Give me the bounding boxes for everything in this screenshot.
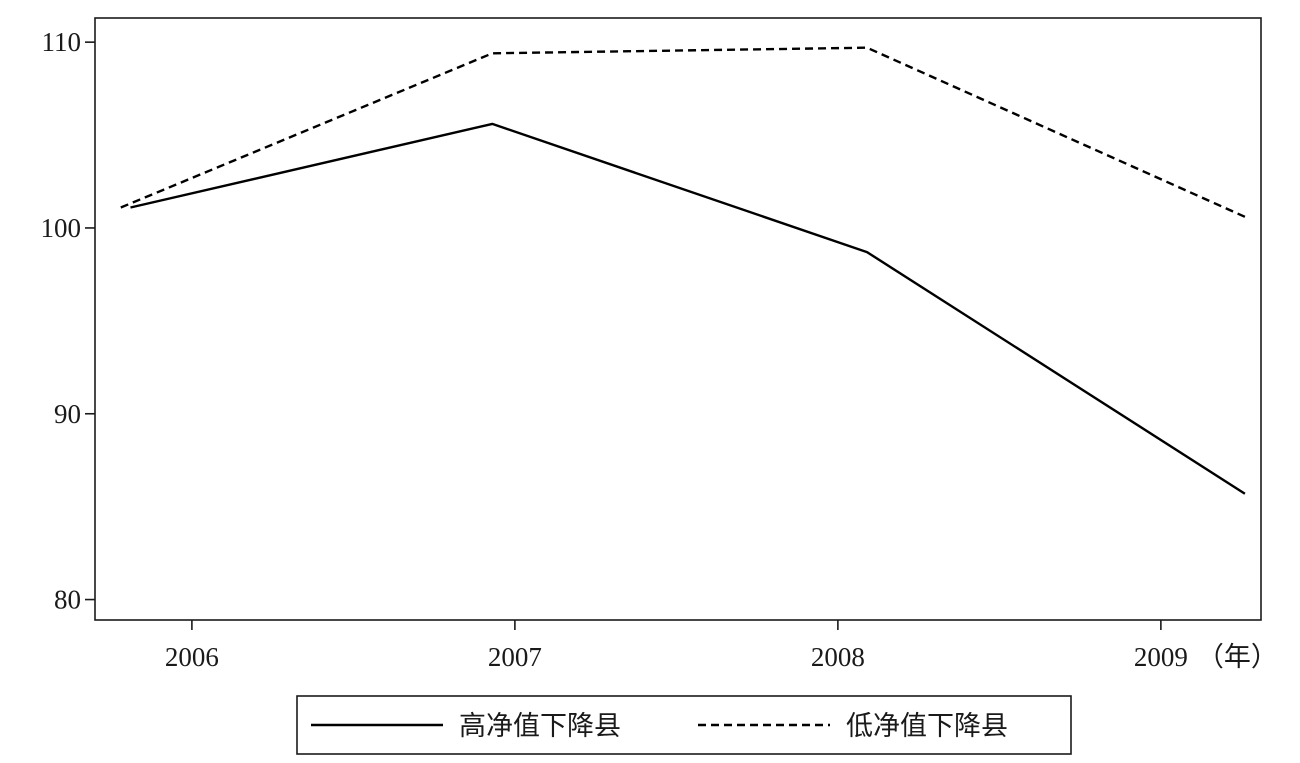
y-tick-label-110: 110 <box>42 27 82 57</box>
legend-label-series-2: 低净值下降县 <box>846 711 1008 742</box>
y-tick-label-100: 100 <box>41 213 82 243</box>
series-line-1 <box>130 122 1246 495</box>
legend: 高净值下降县 低净值下降县 <box>296 695 1072 755</box>
y-tick-label-90: 90 <box>54 399 81 429</box>
legend-label-series-1: 高净值下降县 <box>459 711 621 742</box>
x-tick-label-2009: 2009 <box>1134 642 1188 672</box>
y-tick-label-80: 80 <box>54 585 81 615</box>
series-group <box>120 46 1246 495</box>
y-axis: 80 90 100 110 <box>41 27 95 615</box>
x-axis-unit-label: （年） <box>1197 642 1278 672</box>
series-line-2 <box>120 46 1246 218</box>
x-tick-label-2007: 2007 <box>488 642 542 672</box>
plot-frame <box>94 17 1262 621</box>
x-axis: 2006 2007 2008 2009 （年） <box>165 620 1278 672</box>
legend-box <box>296 695 1072 755</box>
x-tick-label-2008: 2008 <box>811 642 865 672</box>
x-tick-label-2006: 2006 <box>165 642 219 672</box>
